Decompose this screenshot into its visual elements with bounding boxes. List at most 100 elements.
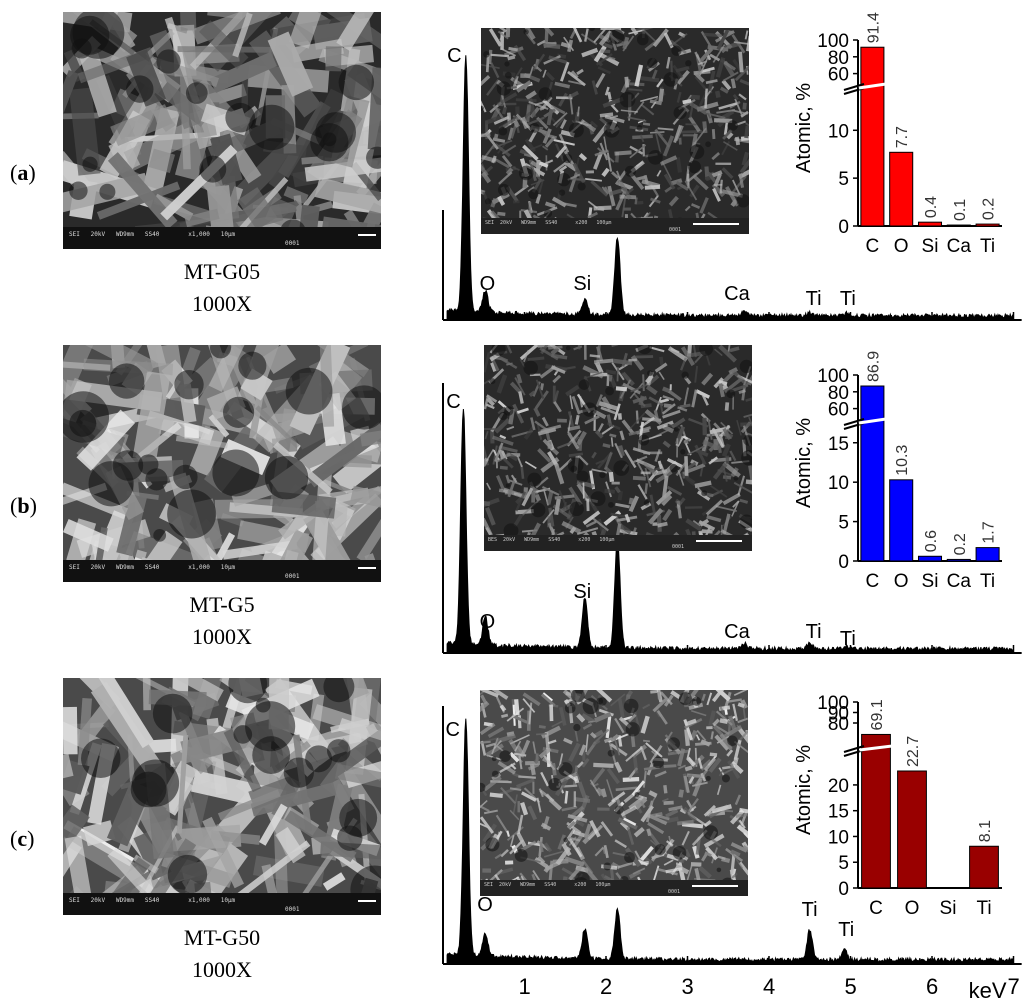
kev-tick-label: 6: [926, 974, 938, 999]
bar-y-tick-label: 10: [828, 121, 849, 142]
kev-axis-label: keV: [969, 978, 1007, 1003]
bar-c: [860, 46, 885, 227]
bar-category-label: Ti: [976, 898, 991, 919]
peak-label-o: O: [477, 894, 493, 916]
scale-bar: [358, 234, 376, 236]
bar-y-tick-label: 80: [828, 383, 849, 404]
peak-label-ti: Ti: [840, 288, 856, 310]
bar-value-label: 69.1: [869, 699, 886, 730]
bar-category-label: C: [866, 236, 880, 257]
bar-category-label: O: [894, 236, 909, 257]
bar-o: [889, 479, 914, 562]
bar-category-label: Ca: [947, 571, 972, 592]
peak-label-c: C: [446, 391, 460, 413]
peak-label-si: Si: [573, 273, 591, 295]
scale-bar: [693, 223, 739, 225]
bar-y-tick-label: 80: [828, 714, 849, 735]
peak-label-c: C: [447, 45, 461, 67]
panel-a: (a) SEI 20kV WD9mm SS40 x1,000 10μm 0001…: [0, 0, 1024, 340]
sem-image-b: SEI 20kV WD9mm SS40 x1,000 10μm 0001: [63, 345, 381, 582]
spectrum-trace: [446, 55, 1014, 321]
kev-tick-label: 1: [519, 974, 531, 999]
bar-y-tick-label: 15: [828, 802, 849, 823]
bar-c: [861, 733, 891, 889]
bar-category-label: C: [869, 898, 883, 919]
sem-caption-b: MT-G5 1000X: [63, 589, 381, 653]
kev-tick-label: 7: [1008, 974, 1020, 999]
bar-y-tick-label: 5: [838, 853, 849, 874]
spectrum-trace: [446, 408, 1014, 654]
bar-y-tick-label: 0: [838, 552, 849, 573]
bar-y-axis-label: Atomic, %: [793, 83, 815, 173]
bar-value-label: 1.7: [981, 521, 998, 543]
bar-value-label: 8.1: [977, 820, 994, 842]
sample-name: MT-G05: [183, 259, 261, 284]
magnification: 1000X: [192, 624, 252, 649]
bar-value-label: 0.4: [923, 196, 940, 218]
spectrum-trace: [446, 718, 1014, 965]
sem-info-bar-b: SEI 20kV WD9mm SS40 x1,000 10μm 0001: [63, 560, 381, 582]
bar-value-label: 91.4: [865, 12, 882, 43]
bar-y-axis-label: Atomic, %: [793, 745, 815, 835]
bar-y-tick-label: 60: [828, 400, 849, 421]
bar-o: [897, 770, 927, 889]
axis-break-mark: [843, 418, 865, 426]
bar-y-tick-label: 100: [817, 693, 849, 714]
peak-label-ti: Ti: [838, 919, 854, 941]
sem-caption-a: MT-G05 1000X: [63, 256, 381, 320]
kev-tick-label: 2: [600, 974, 612, 999]
scale-bar: [692, 885, 738, 887]
sample-name: MT-G5: [189, 592, 255, 617]
kev-tick-label: 5: [845, 974, 857, 999]
bar-y-axis-label: Atomic, %: [793, 418, 815, 508]
bar-break-gap: [858, 82, 887, 90]
bar-value-label: 86.9: [865, 351, 882, 382]
kev-tick-label: 4: [763, 974, 775, 999]
peak-label-ca: Ca: [724, 283, 750, 305]
bar-break-gap: [858, 417, 887, 425]
scale-bar: [358, 567, 376, 569]
bar-value-label: 7.7: [894, 126, 911, 148]
bar-ti: [975, 547, 1000, 562]
bar-y-tick-label: 15: [828, 434, 849, 455]
bar-value-label: 0.6: [923, 530, 940, 552]
axis-break-mark: [843, 83, 865, 91]
bar-ti: [969, 845, 999, 889]
bar-y-tick-label: 20: [828, 776, 849, 797]
magnification: 1000X: [192, 291, 252, 316]
sample-name: MT-G50: [183, 925, 261, 950]
bar-value-label: 0.2: [952, 533, 969, 555]
peak-label-ti: Ti: [806, 621, 822, 643]
bar-category-label: Si: [922, 236, 939, 257]
bar-o: [889, 151, 914, 227]
panel-label-b: (b): [10, 493, 37, 518]
peak-label-ti: Ti: [802, 899, 818, 921]
inset-sem-c: SEI 20kV WD9mm SS40 x200 100μm 0001: [480, 690, 748, 896]
sem-image-a: SEI 20kV WD9mm SS40 x1,000 10μm 0001: [63, 12, 381, 249]
bar-si: [917, 555, 943, 562]
bar-value-label: 0.1: [952, 199, 969, 221]
bar-break-gap: [859, 744, 893, 752]
bar-category-label: Si: [922, 571, 939, 592]
panel-b: (b) SEI 20kV WD9mm SS40 x1,000 10μm 0001…: [0, 333, 1024, 673]
bar-y-tick-label: 10: [828, 827, 849, 848]
bar-y-tick-label: 60: [828, 65, 849, 86]
bar-value-label: 22.7: [905, 736, 922, 767]
bar-category-label: C: [866, 571, 880, 592]
peak-label-ti: Ti: [840, 628, 856, 650]
kev-tick-label: 3: [682, 974, 694, 999]
bar-category-label: O: [894, 571, 909, 592]
inset-sem-b: BES 20kV WD9mm SS40 x200 100μm 0001: [484, 345, 752, 551]
bar-y-tick-label: 80: [828, 48, 849, 69]
bar-value-label: 0.2: [981, 198, 998, 220]
bar-ca: [946, 224, 971, 227]
bar-y-tick-label: 0: [838, 879, 849, 900]
inset-info-bar-a: SEI 20kV WD9mm SS40 x200 100μm 0001: [481, 218, 749, 234]
scale-bar: [358, 900, 376, 902]
peak-label-ti: Ti: [806, 288, 822, 310]
bar-si: [917, 221, 943, 227]
bar-y-tick-label: 10: [828, 473, 849, 494]
inset-info-bar-b: BES 20kV WD9mm SS40 x200 100μm 0001: [484, 535, 752, 551]
